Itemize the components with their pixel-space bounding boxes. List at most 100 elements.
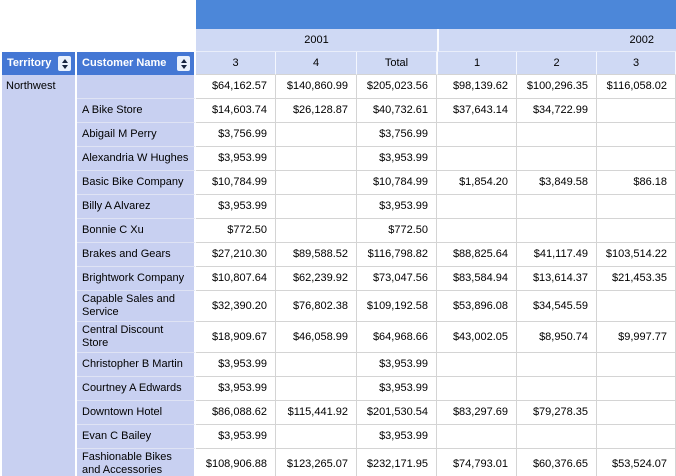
table-row: Capable Sales and Service $32,390.20 $76,8…	[0, 291, 676, 322]
value-cell	[437, 219, 517, 243]
value-cell: $10,807.64	[196, 267, 276, 291]
value-cell: $40,732.61	[357, 99, 437, 123]
customer-cell	[77, 75, 196, 99]
value-cell: $116,798.82	[357, 243, 437, 267]
value-cell	[276, 195, 357, 219]
value-cell: $74,793.01	[437, 449, 517, 476]
value-cell	[597, 353, 676, 377]
customer-cell: Alexandria W Hughes	[77, 147, 196, 171]
customer-cell: Fashionable Bikes and Accessories	[77, 449, 196, 476]
value-cell: $116,058.02	[597, 75, 676, 99]
value-cell	[517, 377, 597, 401]
value-cell	[517, 353, 597, 377]
table-row: Brakes and Gears $27,210.30 $89,588.52 $116…	[0, 243, 676, 267]
sort-down-icon	[61, 64, 68, 69]
table-row: Central Discount Store $18,909.67 $46,058.…	[0, 322, 676, 353]
value-cell: $14,603.74	[196, 99, 276, 123]
value-cell: $43,002.05	[437, 322, 517, 353]
value-cell: $3,756.99	[357, 123, 437, 147]
year-header-2001: 2001	[196, 29, 437, 52]
table-row: Downtown Hotel $86,088.62 $115,441.92 $201,…	[0, 401, 676, 425]
value-cell	[597, 291, 676, 322]
value-cell: $232,171.95	[357, 449, 437, 476]
value-cell: $123,265.07	[276, 449, 357, 476]
territory-column-header[interactable]: Territory	[0, 52, 77, 75]
value-cell: $89,588.52	[276, 243, 357, 267]
value-cell: $86,088.62	[196, 401, 276, 425]
table-row: Basic Bike Company $10,784.99 $10,784.99 $1…	[0, 171, 676, 195]
value-cell	[517, 219, 597, 243]
value-cell: $9,997.77	[597, 322, 676, 353]
value-cell	[437, 353, 517, 377]
value-cell: $88,825.64	[437, 243, 517, 267]
column-header-row: Territory Customer Name 3 4 Total 1 2 3	[0, 52, 676, 75]
value-cell	[276, 171, 357, 195]
value-cell: $64,968.66	[357, 322, 437, 353]
sort-toggle-icon[interactable]	[58, 56, 71, 71]
customer-cell: Central Discount Store	[77, 322, 196, 353]
value-cell: $772.50	[196, 219, 276, 243]
value-cell: $3,953.99	[357, 353, 437, 377]
value-cell: $115,441.92	[276, 401, 357, 425]
value-cell: $27,210.30	[196, 243, 276, 267]
value-cell: $3,953.99	[196, 353, 276, 377]
sort-down-icon	[180, 64, 187, 69]
corner-blank	[0, 29, 196, 52]
customer-cell: Abigail M Perry	[77, 123, 196, 147]
table-row: Alexandria W Hughes $3,953.99 $3,953.99	[0, 147, 676, 171]
value-cell	[597, 401, 676, 425]
customer-cell: Bonnie C Xu	[77, 219, 196, 243]
value-cell: $3,953.99	[357, 377, 437, 401]
value-cell	[276, 219, 357, 243]
value-cell: $100,296.35	[517, 75, 597, 99]
year-header-2002: 2002	[437, 29, 676, 52]
value-cell: $3,849.58	[517, 171, 597, 195]
value-cell: $34,545.59	[517, 291, 597, 322]
value-cell: $41,117.49	[517, 243, 597, 267]
customer-cell: Downtown Hotel	[77, 401, 196, 425]
value-cell: $83,297.69	[437, 401, 517, 425]
value-cell	[517, 147, 597, 171]
customer-cell: Brightwork Company	[77, 267, 196, 291]
value-cell: $32,390.20	[196, 291, 276, 322]
value-cell: $34,722.99	[517, 99, 597, 123]
value-cell: $205,023.56	[357, 75, 437, 99]
table-row: Bonnie C Xu $772.50 $772.50	[0, 219, 676, 243]
customer-cell: Brakes and Gears	[77, 243, 196, 267]
year-header-row: 2001 2002	[0, 29, 676, 52]
customer-cell: Capable Sales and Service	[77, 291, 196, 322]
customer-cell: Basic Bike Company	[77, 171, 196, 195]
value-cell: $3,756.99	[196, 123, 276, 147]
customer-name-column-header[interactable]: Customer Name	[77, 52, 196, 75]
value-cell: $3,953.99	[357, 195, 437, 219]
sort-toggle-icon[interactable]	[177, 56, 190, 71]
corner-band-row	[0, 0, 676, 29]
value-cell: $13,614.37	[517, 267, 597, 291]
quarter-column-header: Total	[357, 52, 437, 75]
value-cell	[597, 425, 676, 449]
matrix-body: Northwest $64,162.57 $140,860.99 $205,023.5…	[0, 75, 676, 476]
value-cell	[437, 195, 517, 219]
value-cell: $3,953.99	[357, 147, 437, 171]
value-cell: $3,953.99	[196, 377, 276, 401]
value-cell	[597, 377, 676, 401]
value-cell	[437, 147, 517, 171]
value-cell: $3,953.99	[196, 195, 276, 219]
customer-name-header-label: Customer Name	[82, 57, 167, 69]
value-cell	[597, 99, 676, 123]
value-cell	[276, 147, 357, 171]
value-cell	[517, 195, 597, 219]
value-cell	[597, 195, 676, 219]
value-cell: $62,239.92	[276, 267, 357, 291]
value-cell: $26,128.87	[276, 99, 357, 123]
value-cell	[276, 377, 357, 401]
customer-cell: Evan C Bailey	[77, 425, 196, 449]
table-row: Fashionable Bikes and Accessories $108,90…	[0, 449, 676, 476]
table-row: A Bike Store $14,603.74 $26,128.87 $40,732.…	[0, 99, 676, 123]
value-cell: $46,058.99	[276, 322, 357, 353]
value-cell	[437, 123, 517, 147]
matrix-top-band	[196, 0, 676, 29]
sort-up-icon	[180, 58, 187, 63]
territory-cell: Northwest	[0, 75, 77, 476]
